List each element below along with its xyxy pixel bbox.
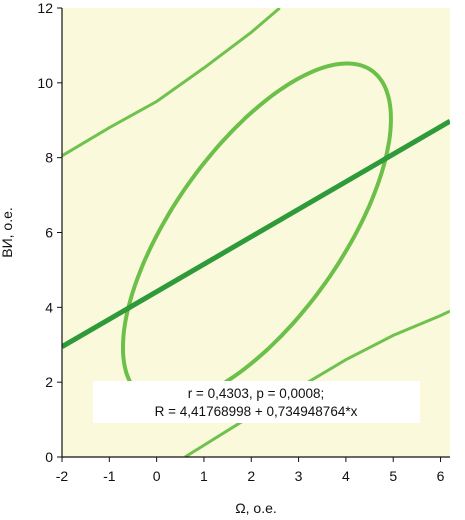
- x-tick-label: 0: [153, 468, 161, 484]
- x-tick-label: 5: [389, 468, 397, 484]
- y-tick-label: 2: [45, 374, 53, 390]
- x-axis-label: Ω, о.е.: [235, 500, 277, 516]
- y-tick-label: 0: [45, 449, 53, 465]
- x-tick-label: 4: [342, 468, 350, 484]
- y-tick-label: 12: [37, 0, 53, 16]
- regression-line: [62, 119, 450, 349]
- x-tick-label: 1: [200, 468, 208, 484]
- y-axis-label: ВИ, о.е.: [0, 207, 15, 258]
- x-tick-label: -1: [103, 468, 116, 484]
- x-tick-label: -2: [56, 468, 69, 484]
- y-tick-label: 8: [45, 150, 53, 166]
- y-tick-label: 10: [37, 75, 53, 91]
- y-tick-label: 6: [45, 225, 53, 241]
- x-tick-label: 3: [295, 468, 303, 484]
- annotation-line-2: R = 4,41768998 + 0,734948764*x: [155, 404, 358, 419]
- prediction-band-upper: [62, 8, 281, 158]
- annotation-box: [93, 381, 420, 423]
- y-tick-label: 4: [45, 299, 53, 315]
- annotation-line-1: r = 0,4303, p = 0,0008;: [188, 386, 325, 401]
- x-tick-label: 2: [247, 468, 255, 484]
- x-tick-label: 6: [437, 468, 445, 484]
